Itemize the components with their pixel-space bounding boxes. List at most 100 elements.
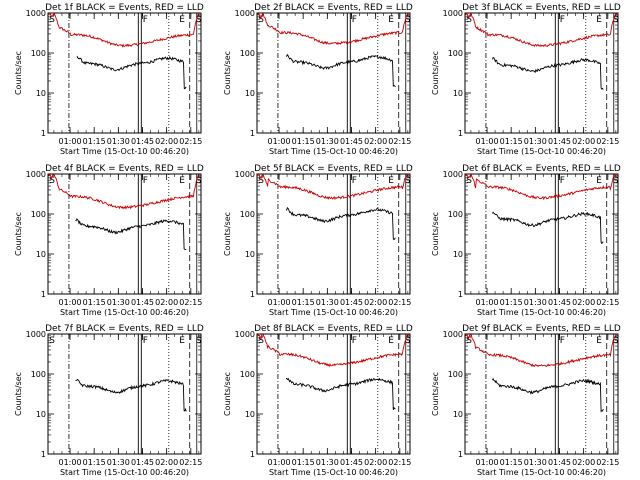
x-tick-label: 02:15 <box>388 298 411 307</box>
y-tick-label: 10 <box>453 89 463 98</box>
x-tick-label: 01:45 <box>340 137 363 146</box>
eclipse-marker-label: E <box>179 336 185 346</box>
x-tick-label: 01:15 <box>83 137 106 146</box>
x-tick-label: 01:30 <box>107 137 130 146</box>
saa-marker-label: S <box>405 15 411 25</box>
saa-marker-label: S <box>613 336 619 346</box>
y-tick-label: 100 <box>31 49 46 58</box>
x-tick-label: 02:15 <box>388 137 411 146</box>
y-tick-label: 100 <box>448 370 463 379</box>
panel-4: Det 4f BLACK = Events, RED = LLD 1 10 100 10… <box>14 164 204 317</box>
saa-marker-label: S <box>49 176 55 186</box>
events-series-line <box>286 377 396 410</box>
x-tick-label: 01:00 <box>267 298 290 307</box>
saa-marker-label: S <box>466 336 472 346</box>
x-tick-label: 01:00 <box>58 298 81 307</box>
flare-marker-label: F <box>143 176 148 186</box>
y-axis-label: Counts/sec <box>223 212 232 256</box>
lld-series-line <box>48 12 200 48</box>
x-tick-label: 01:45 <box>340 298 363 307</box>
x-tick-label: 01:45 <box>340 458 363 467</box>
lld-series-line <box>257 333 410 368</box>
flare-marker-label: F <box>143 15 148 25</box>
panel-7: Det 7f BLACK = Events, RED = LLD 1 10 100 10… <box>14 324 204 477</box>
y-tick-label: 100 <box>240 370 255 379</box>
y-tick-label: 10 <box>36 410 46 419</box>
x-tick-label: 01:00 <box>58 458 81 467</box>
lld-series-line <box>48 173 200 210</box>
y-tick-label: 1 <box>41 450 46 459</box>
saa-marker-label: S <box>49 336 55 346</box>
x-tick-label: 01:45 <box>131 458 154 467</box>
panel-title: Det 8f BLACK = Events, RED = LLD <box>254 324 413 334</box>
x-tick-label: 02:15 <box>596 298 619 307</box>
eclipse-marker-label: E <box>179 15 185 25</box>
y-tick-label: 10 <box>36 89 46 98</box>
x-tick-label: 01:00 <box>267 137 290 146</box>
saa-marker-label: S <box>405 176 411 186</box>
events-series-line <box>75 218 187 251</box>
x-tick-label: 01:15 <box>500 298 523 307</box>
flare-marker-label: F <box>560 336 565 346</box>
x-tick-label: 01:15 <box>292 298 315 307</box>
y-tick-label: 1000 <box>443 9 463 18</box>
y-axis-label: Counts/sec <box>14 212 23 256</box>
panel-2: Det 2f BLACK = Events, RED = LLD 1 10 100 10… <box>223 3 413 156</box>
saa-marker-label: S <box>196 176 202 186</box>
y-tick-label: 10 <box>453 250 463 259</box>
x-tick-label: 01:15 <box>83 458 106 467</box>
plot-frame <box>256 173 411 295</box>
x-tick-label: 02:00 <box>364 137 387 146</box>
flare-marker-label: F <box>352 176 357 186</box>
y-tick-label: 1000 <box>235 170 255 179</box>
y-tick-label: 1 <box>250 450 255 459</box>
x-tick-label: 01:15 <box>292 458 315 467</box>
flare-marker-label: F <box>560 15 565 25</box>
x-axis-label: Start Time (15-Oct-10 00:46:20) <box>477 308 606 317</box>
y-tick-label: 100 <box>31 210 46 219</box>
y-tick-label: 100 <box>448 210 463 219</box>
events-series-line <box>75 378 187 412</box>
plot-frame <box>47 173 202 295</box>
x-axis-label: Start Time (15-Oct-10 00:46:20) <box>60 468 189 477</box>
y-tick-label: 1 <box>458 450 463 459</box>
panel-title: Det 2f BLACK = Events, RED = LLD <box>254 3 413 13</box>
x-tick-label: 01:00 <box>58 137 81 146</box>
y-tick-label: 1000 <box>26 170 46 179</box>
panel-title: Det 3f BLACK = Events, RED = LLD <box>462 3 621 13</box>
eclipse-marker-label: E <box>388 336 394 346</box>
x-tick-label: 02:15 <box>596 137 619 146</box>
flare-marker-label: F <box>143 336 148 346</box>
y-tick-label: 10 <box>36 250 46 259</box>
x-tick-label: 01:00 <box>475 137 498 146</box>
x-axis-label: Start Time (15-Oct-10 00:46:20) <box>60 147 189 156</box>
x-tick-label: 02:00 <box>155 458 178 467</box>
panel-1: Det 1f BLACK = Events, RED = LLD 1 10 100 10… <box>14 3 204 156</box>
x-tick-label: 01:30 <box>316 298 339 307</box>
x-tick-label: 02:15 <box>596 458 619 467</box>
plot-frame <box>47 333 202 455</box>
x-tick-label: 02:00 <box>364 458 387 467</box>
x-tick-label: 01:45 <box>548 137 571 146</box>
y-tick-label: 1 <box>458 290 463 299</box>
saa-marker-label: S <box>196 15 202 25</box>
y-tick-label: 1000 <box>443 330 463 339</box>
x-tick-label: 01:30 <box>524 298 547 307</box>
eclipse-marker-label: E <box>388 176 394 186</box>
events-series-line <box>492 211 604 245</box>
saa-marker-label: S <box>613 176 619 186</box>
flare-marker-label: F <box>560 176 565 186</box>
x-axis-label: Start Time (15-Oct-10 00:46:20) <box>477 147 606 156</box>
y-axis-label: Counts/sec <box>431 212 440 256</box>
x-tick-label: 02:00 <box>572 458 595 467</box>
y-tick-label: 10 <box>245 89 255 98</box>
events-series-line <box>491 56 604 90</box>
plot-frame <box>256 333 411 455</box>
x-tick-label: 01:15 <box>500 137 523 146</box>
plot-frame <box>464 12 619 134</box>
panel-title: Det 6f BLACK = Events, RED = LLD <box>462 164 621 174</box>
panel-title: Det 5f BLACK = Events, RED = LLD <box>254 164 413 174</box>
flare-marker-label: F <box>352 15 357 25</box>
x-tick-label: 01:30 <box>107 298 130 307</box>
